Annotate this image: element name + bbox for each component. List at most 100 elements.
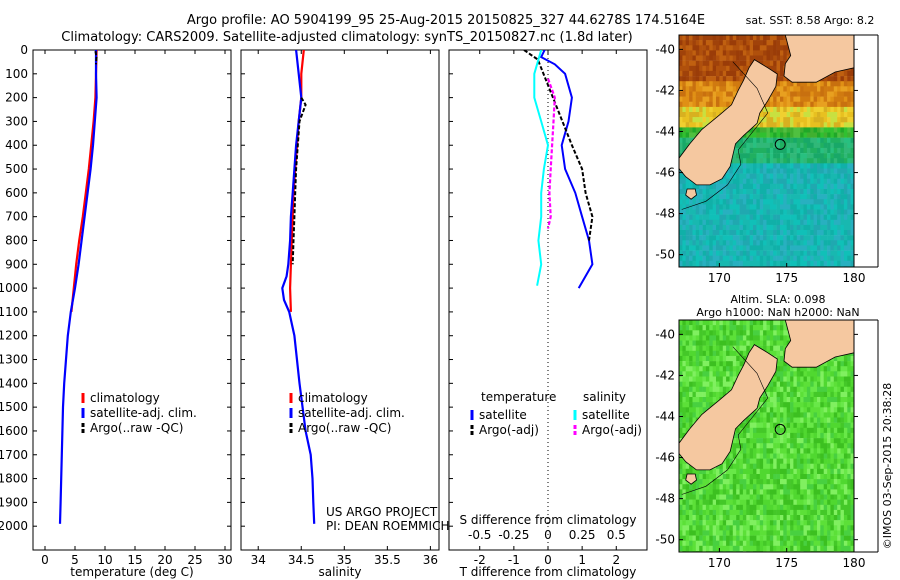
- map-cell: [840, 183, 845, 190]
- map-cell: [776, 376, 781, 382]
- map-cell: [685, 91, 690, 97]
- map-cell: [793, 494, 798, 500]
- map-cell: [833, 545, 838, 552]
- map-cell: [780, 494, 784, 500]
- map-cell: [823, 530, 828, 536]
- map-cell: [722, 325, 727, 331]
- map-cell: [806, 137, 811, 144]
- map-cell: [810, 235, 814, 241]
- map-cell: [736, 499, 740, 505]
- map-cell: [699, 112, 703, 118]
- map-cell: [786, 122, 791, 128]
- map-cell: [749, 427, 754, 434]
- map-cell: [689, 484, 693, 490]
- map-cell: [830, 381, 835, 387]
- map-cell: [692, 240, 697, 246]
- map-cell: [813, 484, 818, 490]
- temperature-panel: 0 5 10 15 20 25 300100200300400500600700800900…: [0, 43, 233, 579]
- map-cell: [709, 96, 713, 102]
- map-cell: [820, 458, 824, 464]
- map-cell: [702, 386, 707, 393]
- map-cell: [827, 209, 831, 215]
- map-cell: [850, 76, 854, 82]
- map-cell: [780, 204, 784, 210]
- map-cell: [692, 530, 697, 536]
- map-cell: [817, 255, 821, 262]
- map-cell: [729, 199, 734, 205]
- map-cell: [689, 489, 693, 495]
- map-cell: [742, 158, 747, 164]
- map-cell: [699, 535, 703, 541]
- map-cell: [742, 224, 747, 231]
- map-cell: [833, 245, 838, 251]
- map-cell: [719, 381, 724, 387]
- map-cell: [847, 463, 851, 470]
- map-cell: [682, 224, 687, 231]
- map-cell: [702, 504, 707, 511]
- map-cell: [763, 178, 767, 185]
- map-cell: [820, 525, 824, 531]
- map-cell: [786, 448, 791, 454]
- map-cell: [800, 178, 804, 185]
- map-cell: [756, 484, 761, 490]
- map-cell: [685, 178, 690, 185]
- map-cell: [786, 484, 791, 490]
- map-cell: [833, 366, 838, 372]
- map-cell: [736, 545, 740, 552]
- map-cell: [813, 194, 818, 200]
- map-cell: [840, 153, 845, 159]
- map-cell: [749, 158, 754, 164]
- map-cell: [699, 376, 703, 382]
- map-cell: [840, 484, 845, 490]
- map-cell: [783, 504, 787, 511]
- map-cell: [796, 391, 801, 398]
- map-cell: [820, 484, 824, 490]
- map-cell: [810, 509, 814, 516]
- map-cell: [716, 204, 720, 210]
- map-cell: [763, 245, 767, 251]
- map-cell: [843, 402, 848, 408]
- map-cell: [776, 484, 781, 490]
- map-cell: [803, 163, 808, 169]
- map-cell: [773, 489, 777, 495]
- map-cell: [800, 448, 804, 454]
- map-cell: [732, 81, 737, 87]
- map-cell: [817, 147, 821, 154]
- map-cell: [685, 520, 690, 526]
- map-cell: [783, 320, 787, 326]
- map-cell: [682, 484, 687, 490]
- map-cell: [786, 520, 791, 526]
- map-cell: [739, 463, 744, 470]
- map-cell: [823, 132, 828, 138]
- map-cell: [820, 245, 824, 251]
- map-cell: [843, 173, 848, 179]
- map-cell: [746, 235, 750, 241]
- map-cell: [793, 86, 798, 92]
- map-cell: [695, 474, 700, 480]
- map-cell: [830, 397, 835, 403]
- map-cell: [837, 112, 841, 118]
- map-cell: [705, 335, 710, 341]
- map-cell: [753, 535, 757, 541]
- map-cell: [773, 499, 777, 505]
- map-cell: [759, 132, 764, 138]
- map-cell: [840, 127, 845, 133]
- map-cell: [689, 520, 693, 526]
- map-cell: [840, 147, 845, 154]
- map-cell: [766, 391, 771, 398]
- map-cell: [736, 468, 740, 475]
- map-cell: [833, 520, 838, 526]
- map-cell: [759, 117, 764, 123]
- map-cell: [695, 509, 700, 516]
- map-cell: [682, 65, 687, 72]
- map-cell: [769, 427, 774, 434]
- map-cell: [773, 158, 777, 164]
- map-cell: [796, 153, 801, 159]
- map-cell: [830, 158, 835, 164]
- map-cell: [837, 355, 841, 362]
- map-cell: [810, 91, 814, 97]
- map-cell: [823, 438, 828, 444]
- map-cell: [739, 520, 744, 526]
- map-cell: [763, 132, 767, 138]
- map-cell: [800, 484, 804, 490]
